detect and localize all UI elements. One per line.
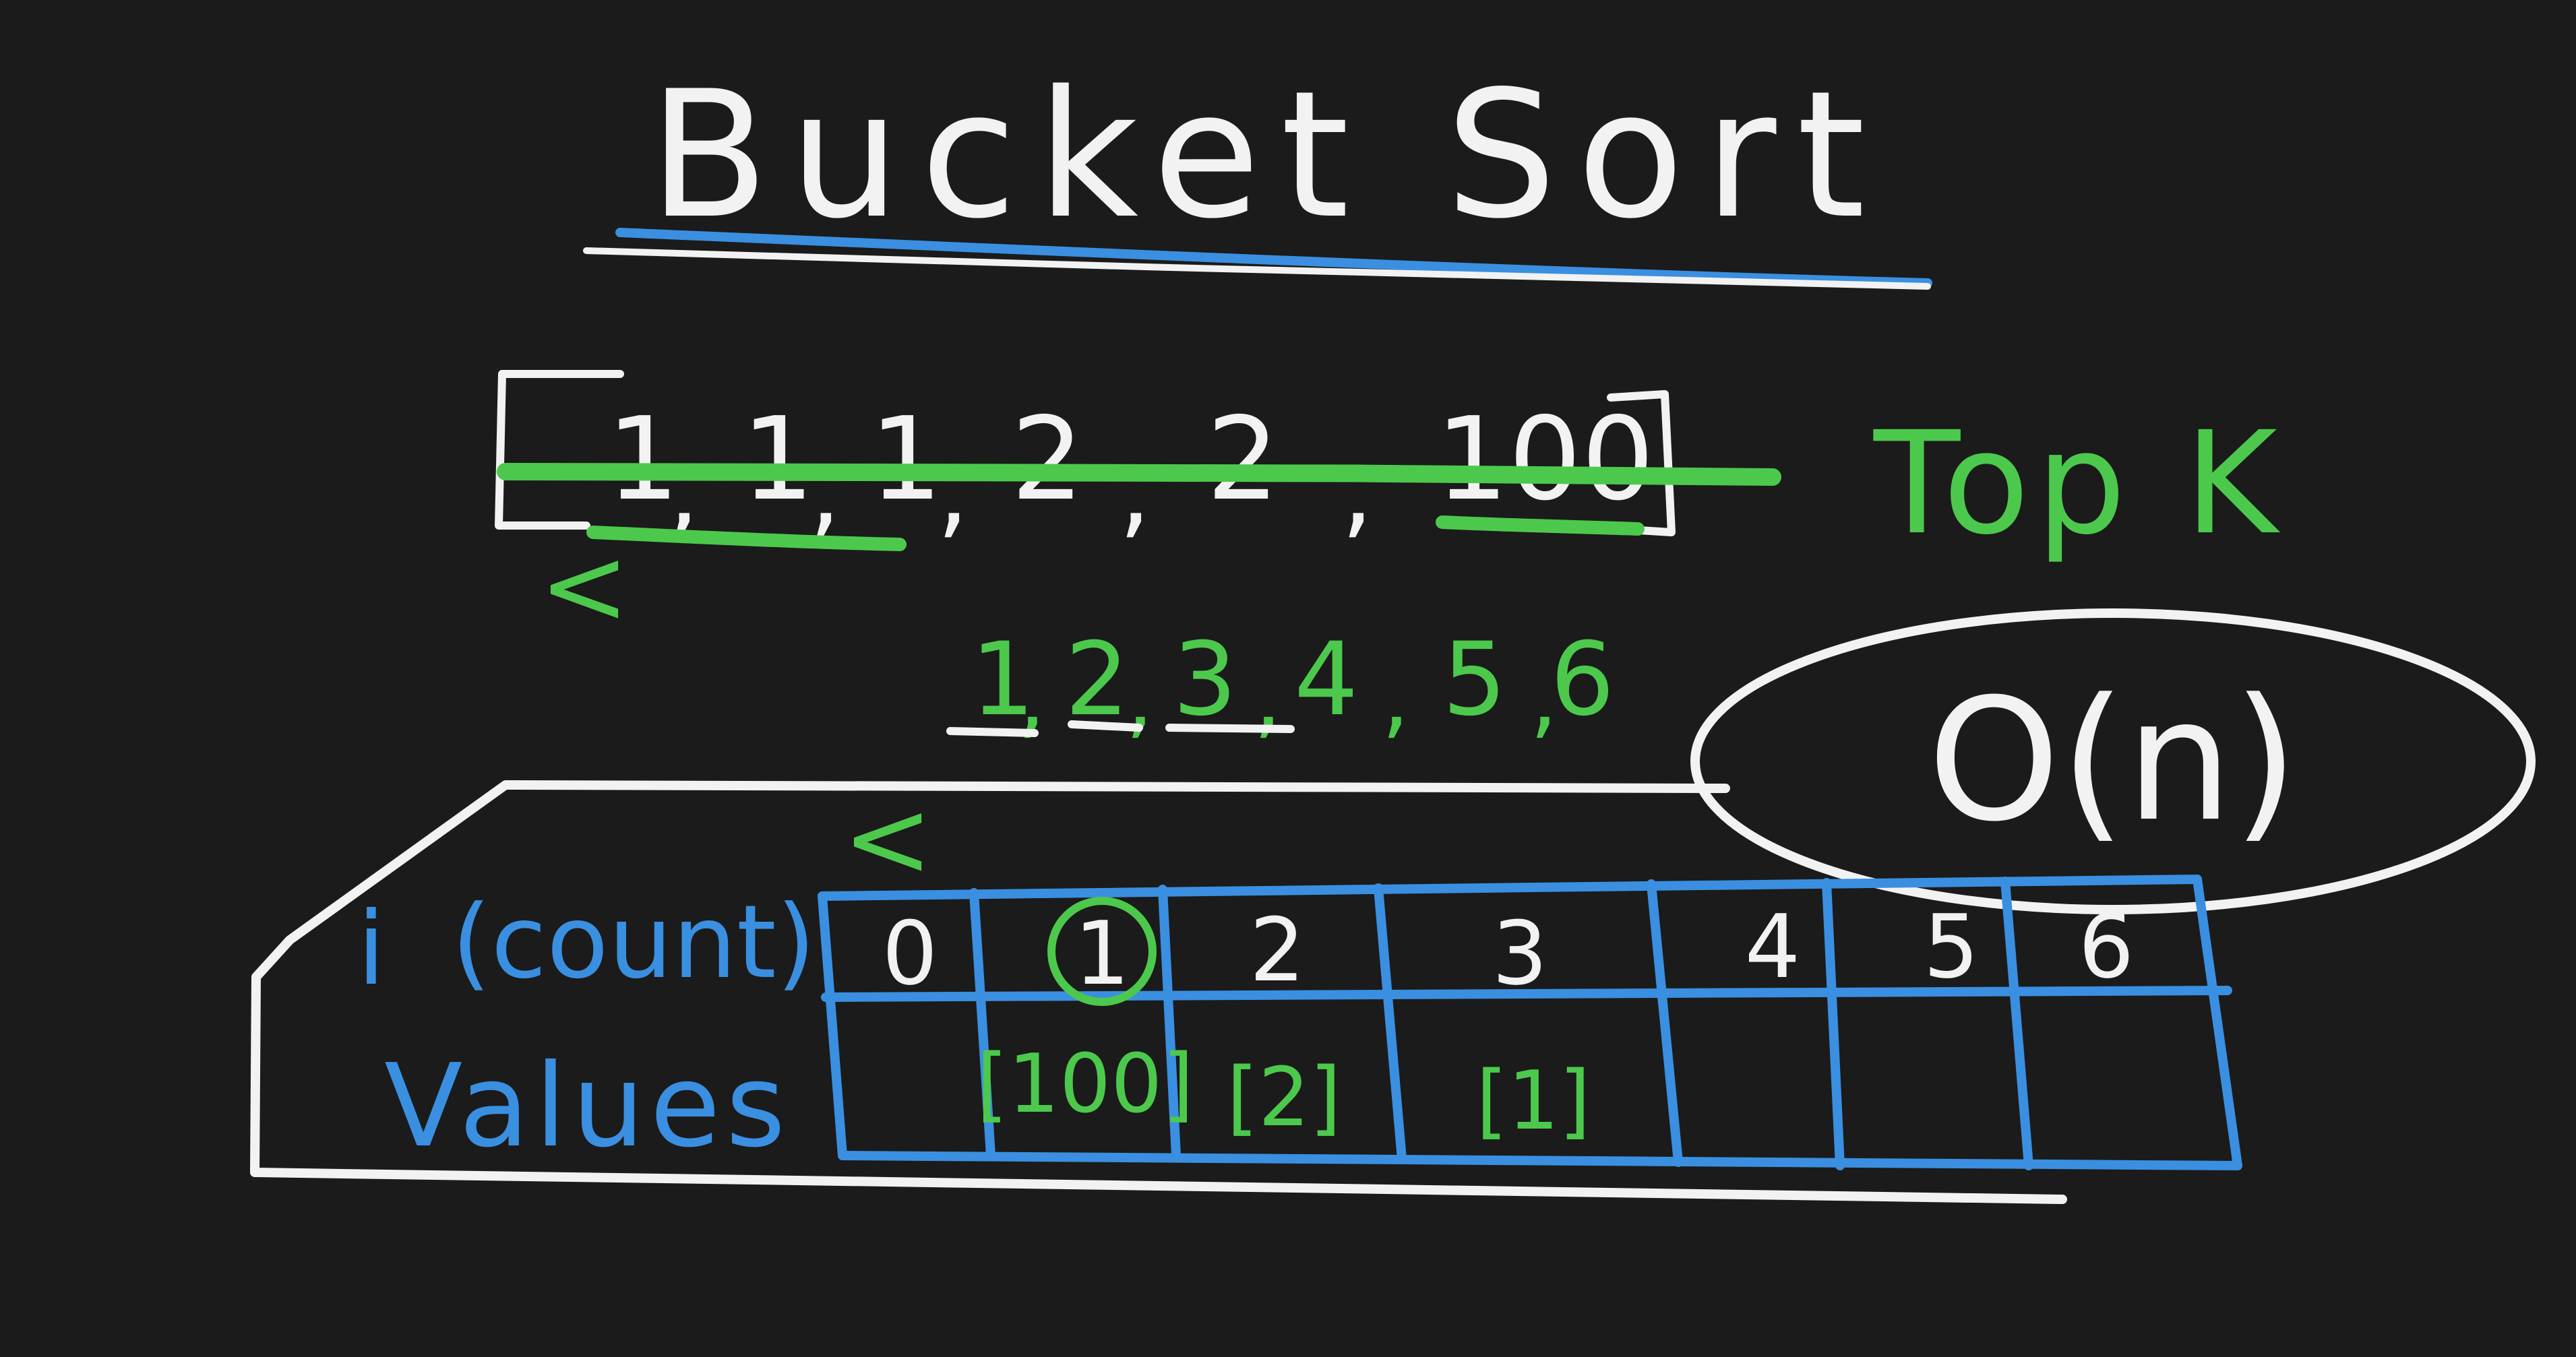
array-item: , [1341,433,1374,550]
grid-divider [2000,877,2033,1170]
count-item: , [1254,646,1281,749]
grid-divider [1158,885,1181,1160]
grid-divider [969,888,995,1160]
array-item: 1 [741,393,814,526]
values-label: Values [384,1040,791,1173]
complexity-circle [1690,608,2536,914]
array-item: 2 [1206,393,1279,526]
grid-divider [1647,879,1683,1167]
table-arrow: < [842,776,933,902]
index-cell: 0 [882,902,938,1005]
grid-top-line [818,875,2202,901]
array-item: , [1119,433,1151,550]
index-cell: 4 [1745,895,1801,998]
array-item: 2 [1011,393,1084,526]
count-underline-2 [1068,720,1143,732]
array-item: , [937,433,969,550]
array-less-than: < [539,523,630,649]
title: Bucket Sort [649,54,1886,257]
count-item: 3 [1173,621,1237,738]
array-item: 1 [869,393,942,526]
complexity-label: O(n) [1928,662,2298,858]
array-open-bracket-stroke [495,370,624,530]
grid-left-line [818,891,847,1160]
count-item: , [1126,646,1153,749]
title-underline-white [583,247,1931,290]
count-item: 2 [1065,621,1129,738]
array-strike-through [497,463,1781,486]
index-cell: 6 [2079,895,2135,998]
array-underline-hundred [1436,515,1645,536]
index-label: i [357,891,386,1008]
index-cells: 0 1 2 3 4 5 6 [882,895,2135,1005]
index-cell: 3 [1492,902,1548,1005]
title-underline-blue [615,228,1932,288]
top-k-label: Top K [1873,401,2284,566]
count-item: 5 [1442,621,1506,738]
count-item: 6 [1550,621,1614,738]
array-items: 1 , 1 , 1 , 2 , 2 , 100 [607,393,1654,550]
index-cell: 1 [1074,902,1130,1005]
count-item: 1 [971,621,1035,738]
array-underline-ones [586,526,907,551]
array-item: , [809,433,841,550]
array-item: 1 [607,393,679,526]
array-item: 100 [1436,393,1654,526]
index-1-highlight-circle [1047,897,1157,1006]
value-cell: [2] [1227,1051,1341,1145]
count-item: 4 [1294,621,1358,738]
value-cell: [100] [977,1038,1194,1131]
count-underline-3 [1165,724,1295,733]
grid-divider [1822,878,1845,1170]
value-cell: [1] [1476,1054,1591,1148]
grid-right-line [2192,875,2242,1170]
count-underline-1 [946,727,1039,737]
grid-bottom-line [838,1151,2242,1170]
count-item: , [1382,646,1409,749]
table-outline [250,780,2067,1204]
array-close-bracket-stroke [1607,390,1676,536]
index-cell: 2 [1250,899,1306,1001]
count-item: , [1530,646,1558,749]
grid-middle-line [821,986,2232,1002]
bucket-table-grid [818,875,2242,1170]
index-cell: 5 [1924,895,1980,998]
value-cells: [100] [2] [1] [977,1038,1591,1148]
grid-divider [1374,883,1407,1164]
count-label: (count) [452,884,816,1001]
